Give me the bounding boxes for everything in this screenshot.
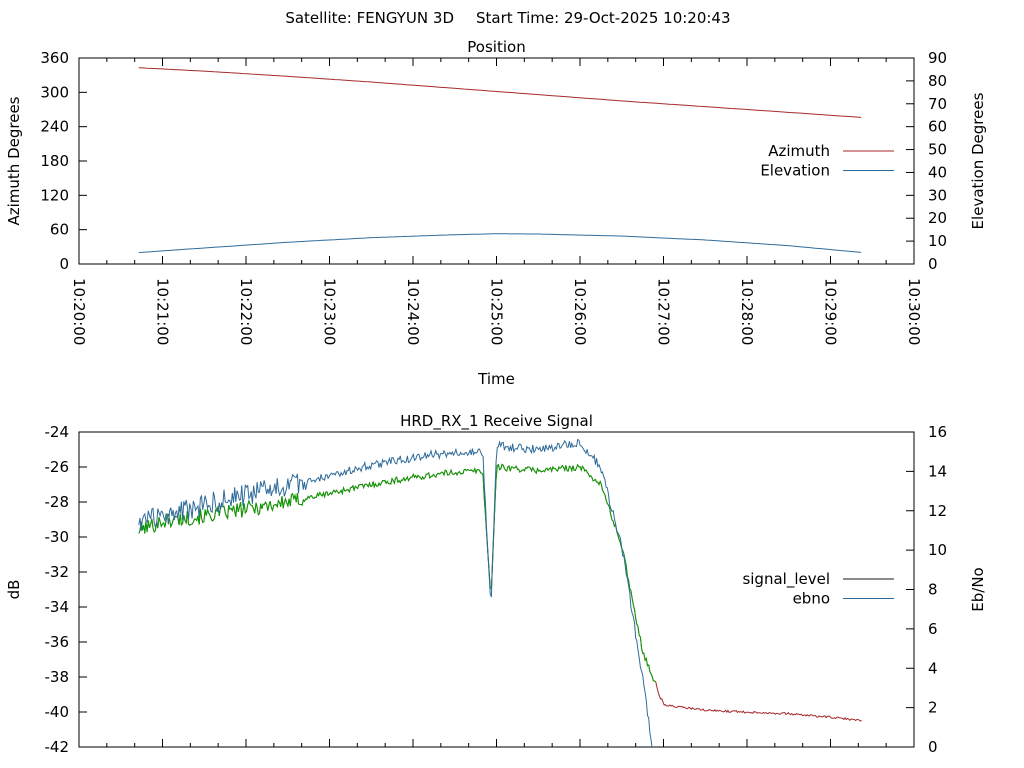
y2-tick-label: 70 bbox=[928, 95, 947, 113]
x-tick-label: 10:30:00 bbox=[905, 278, 923, 345]
series-line-elevation bbox=[138, 233, 862, 254]
x-tick-label: 10:26:00 bbox=[571, 278, 589, 345]
y-tick-label: -32 bbox=[45, 563, 70, 581]
y2-tick-label: 6 bbox=[928, 620, 938, 638]
y-tick-label: 180 bbox=[40, 152, 69, 170]
y2-tick-label: 50 bbox=[928, 141, 947, 159]
x-tick-label: 10:21:00 bbox=[154, 278, 172, 345]
legend-label-signal_level: signal_level bbox=[742, 570, 830, 589]
y2-tick-label: 20 bbox=[928, 209, 947, 227]
chart-title: HRD_RX_1 Receive Signal bbox=[400, 412, 593, 431]
y-tick-label: -24 bbox=[45, 423, 70, 441]
y2-tick-label: 0 bbox=[928, 255, 938, 273]
plot-area bbox=[138, 438, 862, 747]
x-tick-label: 10:27:00 bbox=[655, 278, 673, 345]
y2-tick-label: 0 bbox=[928, 738, 938, 756]
satellite-name-label: Satellite: FENGYUN 3D bbox=[285, 9, 454, 27]
legend-label-elevation: Elevation bbox=[760, 162, 830, 180]
y2-tick-label: 12 bbox=[928, 502, 947, 520]
y2-tick-label: 80 bbox=[928, 72, 947, 90]
y-tick-label: -26 bbox=[45, 458, 70, 476]
y2-tick-label: 30 bbox=[928, 186, 947, 204]
y-tick-label: -40 bbox=[45, 703, 70, 721]
series-line-signal_level bbox=[138, 463, 862, 722]
series-line-azimuth bbox=[138, 67, 862, 118]
y2-tick-label: 40 bbox=[928, 163, 947, 181]
y-tick-label: 300 bbox=[40, 83, 69, 101]
y-tick-label: 360 bbox=[40, 49, 69, 67]
y2-axis-label: Eb/No bbox=[969, 567, 987, 611]
y-axis-label: Azimuth Degrees bbox=[5, 96, 23, 225]
y-tick-label: -42 bbox=[45, 738, 70, 756]
y2-tick-label: 10 bbox=[928, 232, 947, 250]
chart-title: Position bbox=[467, 38, 525, 56]
x-tick-label: 10:22:00 bbox=[237, 278, 255, 345]
y2-tick-label: 16 bbox=[928, 423, 947, 441]
y2-tick-label: 2 bbox=[928, 699, 938, 717]
legend-label-ebno: ebno bbox=[793, 590, 830, 608]
y-tick-label: -38 bbox=[45, 668, 70, 686]
x-tick-label: 10:24:00 bbox=[404, 278, 422, 345]
y-tick-label: 0 bbox=[59, 255, 69, 273]
legend-label-azimuth: Azimuth bbox=[768, 142, 830, 160]
y-tick-label: 60 bbox=[50, 221, 69, 239]
y-tick-label: -34 bbox=[45, 598, 70, 616]
y-tick-label: -28 bbox=[45, 493, 70, 511]
x-tick-label: 10:20:00 bbox=[70, 278, 88, 345]
y2-axis-label: Elevation Degrees bbox=[969, 92, 987, 229]
y2-tick-label: 60 bbox=[928, 118, 947, 136]
y2-tick-label: 10 bbox=[928, 541, 947, 559]
receive-signal-chart: HRD_RX_1 Receive Signal -42 -40 -38 -36 -34 -3… bbox=[5, 412, 987, 756]
series-line-ebno bbox=[138, 438, 653, 747]
y2-tick-label: 14 bbox=[928, 462, 947, 480]
y-tick-label: 240 bbox=[40, 118, 69, 136]
x-tick-label: 10:23:00 bbox=[321, 278, 339, 345]
plot-area bbox=[138, 67, 862, 254]
x-tick-label: 10:28:00 bbox=[738, 278, 756, 345]
y-axis-label: dB bbox=[5, 580, 23, 600]
y2-tick-label: 4 bbox=[928, 659, 938, 677]
y2-tick-label: 8 bbox=[928, 581, 938, 599]
y-tick-label: 120 bbox=[40, 186, 69, 204]
series-line-signal-level-strong bbox=[138, 463, 657, 683]
x-tick-label: 10:29:00 bbox=[822, 278, 840, 345]
y2-tick-label: 90 bbox=[928, 49, 947, 67]
y-tick-label: -30 bbox=[45, 528, 70, 546]
x-tick-label: 10:25:00 bbox=[488, 278, 506, 345]
x-axis-label: Time bbox=[477, 370, 515, 388]
start-time-label: Start Time: 29-Oct-2025 10:20:43 bbox=[476, 9, 731, 27]
y-tick-label: -36 bbox=[45, 633, 70, 651]
position-chart: Position 0 60 120 180 240 300 360 0 10 20 30 40 50 60 7… bbox=[5, 38, 987, 388]
